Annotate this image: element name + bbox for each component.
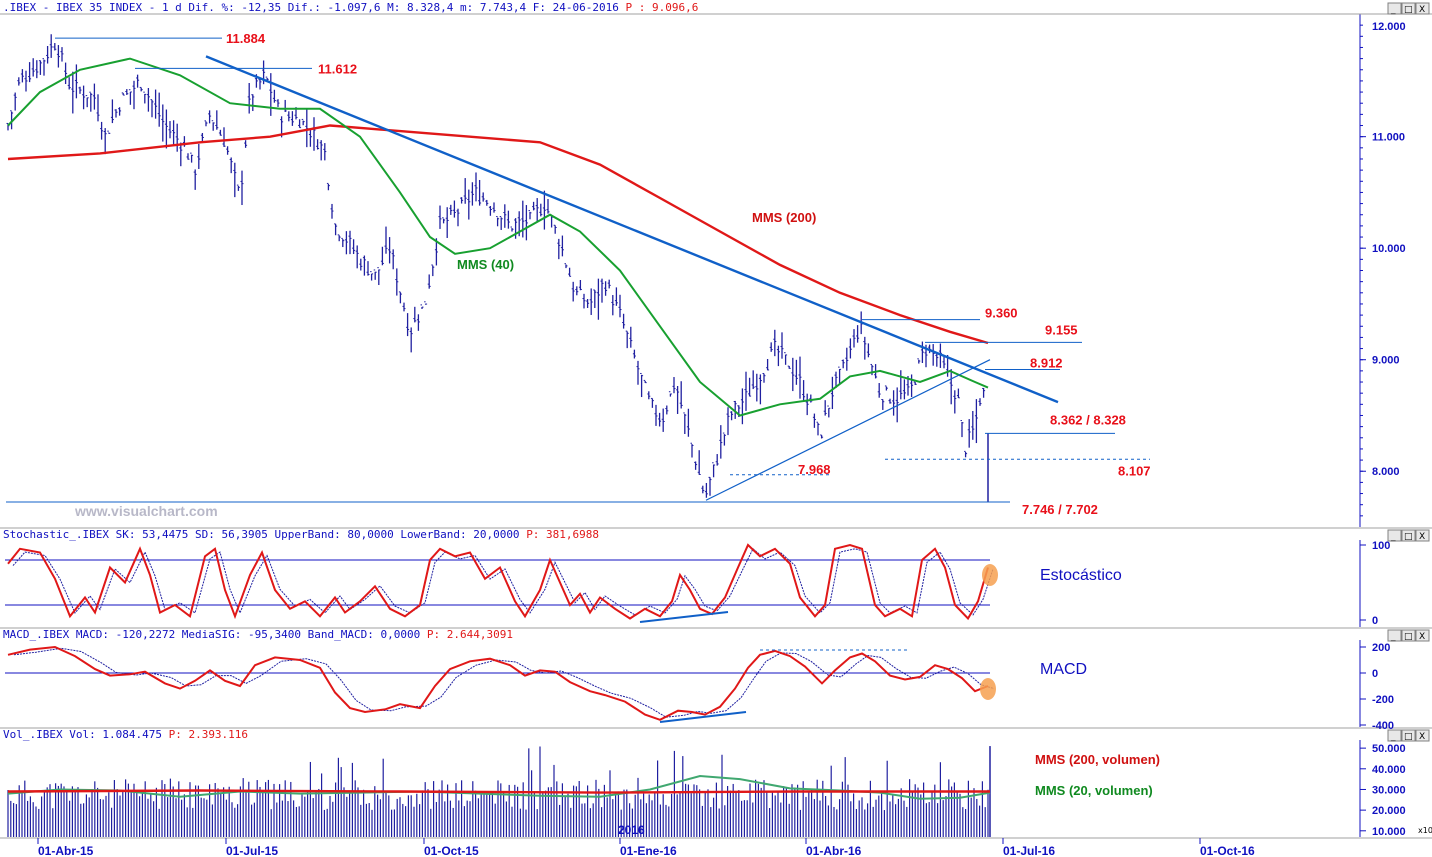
svg-text:_: _: [1390, 532, 1396, 542]
level-label: 9.155: [1045, 322, 1078, 337]
vol-header: Vol_.IBEX Vol: 1.084.475 P: 2.393.116: [3, 728, 248, 741]
vol-y-label: 40.000: [1372, 764, 1406, 776]
vol-mms200-line: [7, 789, 990, 794]
price-levels: 11.884 11.612 9.360 9.155 8.912 8.362 / 8.328…: [6, 31, 1151, 517]
x-axis: 01-Abr-15 01-Jul-15 01-Oct-15 01-Ene-16 01-A…: [37, 838, 1255, 857]
level-label: 8.107: [1118, 463, 1151, 478]
stoch-sd-line: [12, 548, 994, 616]
svg-text:X: X: [1419, 532, 1425, 542]
macd-y-label: 200: [1372, 642, 1390, 654]
macd-divergence-line: [659, 711, 747, 723]
svg-text:□: □: [1404, 632, 1413, 642]
vol-window-buttons[interactable]: _ □ X: [1387, 729, 1430, 742]
stoch-sk-line: [7, 543, 989, 621]
level-label: 11.884: [226, 31, 266, 46]
svg-text:X: X: [1419, 5, 1425, 15]
year-label: 2016: [618, 823, 645, 837]
stoch-y-label: 0: [1372, 615, 1378, 627]
vol-y-label: 50.000: [1372, 743, 1406, 755]
level-label: 8.362 / 8.328: [1050, 412, 1126, 427]
macd-panel: 200 0 -200 -400: [5, 642, 1394, 732]
downtrend-line: [205, 55, 1059, 404]
svg-text:□: □: [1404, 732, 1413, 742]
macd-y-label: 0: [1372, 668, 1378, 680]
macd-highlight: [980, 678, 996, 700]
y-tick-label: 9.000: [1372, 355, 1400, 367]
stoch-header: Stochastic_.IBEX SK: 53,4475 SD: 56,3905…: [3, 528, 599, 541]
corner-label: x10: [1418, 826, 1432, 835]
moving-averages: [7, 55, 1059, 501]
x-tick-label: 01-Jul-15: [226, 844, 278, 857]
y-axes: 8.000 9.000 10.000 11.000 12.000: [1360, 21, 1406, 517]
x-tick-label: 01-Oct-16: [1200, 844, 1255, 857]
vol-mms200-label: MMS (200, volumen): [1035, 752, 1160, 767]
uptrend-line: [705, 359, 991, 501]
macd-header: MACD_.IBEX MACD: -120,2272 MediaSIG: -95…: [3, 628, 513, 641]
level-label: 9.360: [985, 306, 1018, 321]
mms40-label: MMS (40): [457, 257, 514, 272]
x-tick-label: 01-Oct-15: [424, 844, 479, 857]
volume-panel: 50.000 40.000 30.000 20.000 10.000: [7, 743, 1406, 838]
svg-text:_: _: [1390, 632, 1396, 642]
price-header: .IBEX - IBEX 35 INDEX - 1 d Dif. %: -12,…: [3, 1, 698, 14]
stoch-y-label: 100: [1372, 540, 1390, 552]
macd-signal-line: [13, 647, 995, 718]
level-label: 11.612: [318, 61, 357, 76]
vol-y-label: 20.000: [1372, 805, 1406, 817]
vol-y-label: 30.000: [1372, 784, 1406, 796]
macd-window-buttons[interactable]: _ □ X: [1387, 629, 1430, 642]
level-label: 8.912: [1030, 356, 1063, 371]
price-window-buttons[interactable]: _ □ X: [1387, 2, 1430, 15]
svg-text:X: X: [1419, 732, 1425, 742]
mms200-label: MMS (200): [752, 210, 816, 225]
level-label: 7.968: [798, 462, 831, 477]
svg-text:□: □: [1404, 532, 1413, 542]
y-tick-label: 11.000: [1372, 132, 1405, 144]
macd-line: [7, 645, 989, 721]
x-tick-label: 01-Abr-15: [38, 844, 94, 857]
macd-label: MACD: [1040, 661, 1087, 678]
svg-text:_: _: [1390, 5, 1396, 15]
svg-text:□: □: [1404, 5, 1413, 15]
mms40-line: [7, 57, 989, 417]
svg-text:_: _: [1390, 732, 1396, 742]
stoch-label: Estocástico: [1040, 567, 1122, 584]
watermark[interactable]: www.visualchart.com: [74, 503, 218, 519]
mms200-line: [7, 124, 989, 345]
vol-mms20-label: MMS (20, volumen): [1035, 783, 1153, 798]
vol-y-label: 10.000: [1372, 826, 1406, 838]
stochastic-panel: 100 0: [5, 540, 1390, 627]
y-top-label: 12.000: [1372, 21, 1406, 33]
x-tick-label: 01-Abr-16: [806, 844, 862, 857]
x-tick-label: 01-Jul-16: [1003, 844, 1055, 857]
level-label: 7.746 / 7.702: [1022, 502, 1098, 517]
macd-y-label: -200: [1372, 694, 1394, 706]
svg-text:X: X: [1419, 632, 1425, 642]
stoch-window-buttons[interactable]: _ □ X: [1387, 529, 1430, 542]
y-tick-label: 8.000: [1372, 466, 1400, 478]
stoch-divergence-line: [639, 611, 729, 623]
y-tick-label: 10.000: [1372, 243, 1406, 255]
macd-y-label: -400: [1372, 720, 1394, 732]
stoch-highlight: [982, 564, 998, 586]
price-bars: [6, 34, 989, 503]
x-tick-label: 01-Ene-16: [620, 844, 677, 857]
